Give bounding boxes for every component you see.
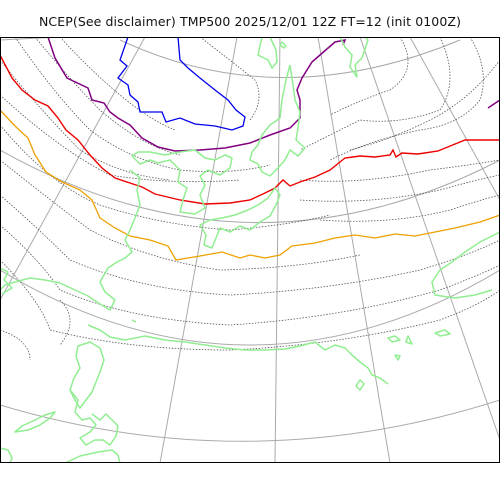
isotherm xyxy=(0,59,171,181)
coastline xyxy=(339,37,369,78)
latitude-lines xyxy=(0,39,500,442)
isotherm xyxy=(199,37,260,121)
coastline xyxy=(249,64,306,177)
coastline xyxy=(405,335,413,345)
isotherm xyxy=(0,224,500,326)
coastline xyxy=(0,447,13,463)
coastline xyxy=(0,267,13,295)
coastline xyxy=(87,324,389,385)
latitude-line xyxy=(119,39,461,78)
longitude-line xyxy=(159,37,238,463)
isotherm-orange xyxy=(0,109,500,261)
coastline xyxy=(257,37,278,69)
coastline xyxy=(387,335,401,343)
coastline xyxy=(434,329,451,337)
isotherm-purple xyxy=(487,99,500,109)
temperature-map xyxy=(0,37,500,463)
dotted-isotherms xyxy=(0,37,500,361)
latitude-line xyxy=(0,399,500,442)
isotherm xyxy=(0,259,500,351)
coastline xyxy=(131,319,137,323)
isotherm xyxy=(0,329,31,361)
isotherm xyxy=(0,194,500,296)
longitude-line xyxy=(359,37,500,441)
isotherm xyxy=(14,37,271,173)
longitude-line xyxy=(274,37,281,463)
coastlines xyxy=(0,37,500,463)
isotherm xyxy=(319,194,500,222)
map-panel xyxy=(0,37,500,463)
coastline xyxy=(394,354,401,361)
coastline xyxy=(69,389,119,446)
isotherm xyxy=(59,299,71,346)
coastline xyxy=(279,41,287,49)
coastline xyxy=(69,341,105,409)
isotherm xyxy=(0,159,361,271)
isotherm xyxy=(349,59,500,151)
isotherm xyxy=(299,37,451,151)
coastline xyxy=(431,231,500,299)
coastline xyxy=(64,449,121,463)
longitude-line xyxy=(317,37,391,463)
isotherm-purple xyxy=(47,37,347,152)
longitude-line xyxy=(409,37,500,201)
coastline xyxy=(199,187,281,249)
latitude-line xyxy=(0,149,500,223)
coastline xyxy=(0,169,141,311)
isotherm-red xyxy=(0,54,500,205)
isotherm xyxy=(59,37,176,131)
isotherm-blue xyxy=(117,37,246,131)
coastline xyxy=(355,379,365,391)
map-title: NCEP(See disclaimer) TMP500 2025/12/01 1… xyxy=(38,14,462,29)
isotherm xyxy=(329,37,409,116)
isotherm xyxy=(329,37,484,161)
coastline xyxy=(14,411,56,433)
coastline xyxy=(131,149,233,215)
longitude-line xyxy=(0,37,146,301)
latitude-line xyxy=(0,269,500,346)
